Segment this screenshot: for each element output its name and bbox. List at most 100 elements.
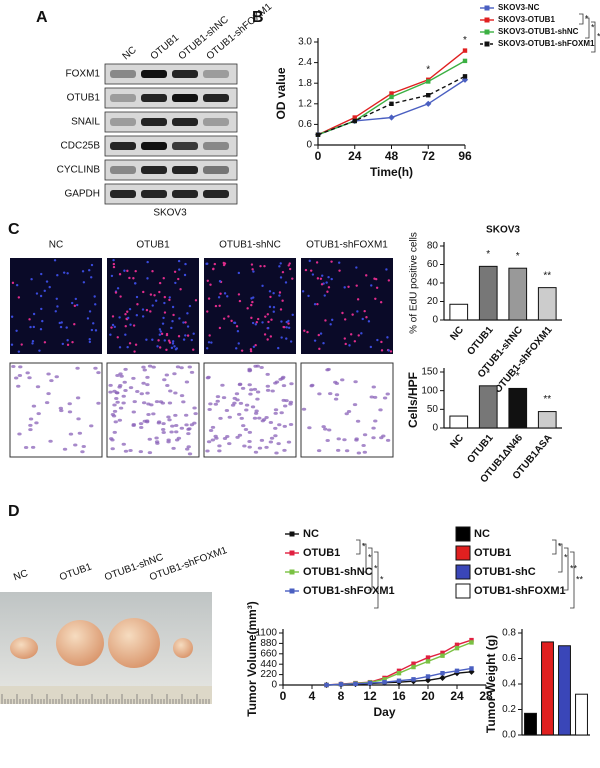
cell: [257, 416, 262, 420]
cell: [273, 408, 279, 412]
cell: [129, 323, 132, 326]
cell: [114, 397, 119, 401]
cell: [252, 296, 255, 299]
cell: [178, 317, 181, 320]
cell: [268, 290, 272, 293]
panel-label: B: [252, 9, 264, 26]
y-tick-label: 1.8: [298, 78, 312, 89]
cell: [10, 343, 14, 346]
cell: [361, 443, 366, 447]
cell: [17, 432, 22, 436]
cell: [134, 269, 137, 273]
bar: [541, 641, 554, 736]
cell: [326, 290, 329, 293]
legend-swatch: [455, 526, 471, 542]
cell: [189, 370, 195, 374]
cell: [48, 439, 53, 443]
cell: [279, 308, 283, 311]
cell: [174, 281, 177, 285]
significance: *: [564, 552, 568, 562]
cell: [267, 320, 270, 324]
cell: [128, 449, 133, 453]
cell: [348, 344, 351, 347]
cell: [88, 310, 92, 313]
cell: [226, 295, 229, 298]
cell: [261, 284, 264, 288]
cell: [128, 276, 131, 280]
cell: [287, 326, 291, 329]
cell: [251, 321, 255, 325]
cell: [110, 413, 116, 417]
cell: [215, 395, 221, 399]
cell: [207, 408, 212, 412]
cell: [108, 383, 113, 387]
legend-marker: [484, 5, 490, 11]
cell: [145, 338, 148, 341]
cell: [192, 348, 195, 351]
cell: [237, 293, 241, 296]
cell: [75, 366, 80, 370]
cell: [123, 449, 129, 453]
panel-label: C: [8, 221, 20, 238]
cell: [151, 304, 154, 307]
significance: *: [516, 371, 520, 382]
cell: [35, 385, 41, 389]
band: [141, 94, 167, 102]
cell: [356, 310, 359, 313]
cell: [206, 310, 209, 313]
cell: [151, 365, 156, 369]
cell: [96, 401, 101, 405]
cell: [274, 451, 279, 455]
cell: [250, 303, 253, 307]
cell: [90, 276, 93, 279]
cell: [31, 404, 37, 408]
significance: *: [426, 64, 430, 75]
x-tick-label: 48: [385, 149, 399, 163]
cell: [233, 321, 236, 324]
cell: [147, 437, 152, 441]
cell: [183, 413, 189, 417]
cell: [362, 450, 368, 454]
cell: [343, 286, 346, 289]
cell: [287, 322, 290, 325]
cell: [56, 274, 59, 277]
point: [425, 655, 431, 660]
bar: [478, 385, 498, 429]
cell: [133, 350, 136, 353]
blot-strip: [104, 183, 238, 205]
legend-swatch: [455, 545, 471, 561]
cell: [259, 365, 264, 369]
cell: [167, 339, 171, 342]
cell: [68, 432, 74, 436]
cell: [118, 372, 123, 376]
cell: [215, 399, 220, 403]
cell: [323, 294, 326, 297]
image-label: OTUB1-shFOXM1: [306, 240, 388, 251]
cell: [325, 438, 330, 442]
cell: [316, 449, 322, 453]
cell: [168, 341, 172, 344]
cell: [269, 295, 272, 299]
cell: [170, 326, 173, 330]
cell: [282, 424, 287, 428]
cell: [219, 292, 222, 295]
cell: [122, 380, 127, 384]
cell: [171, 319, 174, 323]
cell: [289, 340, 293, 343]
cell: [165, 333, 169, 337]
lane-label: OTUB1: [149, 32, 182, 62]
point: [440, 653, 445, 658]
cell: [142, 419, 147, 423]
cell: [90, 328, 94, 332]
band: [141, 190, 167, 198]
cell: [58, 321, 61, 325]
cell: [381, 434, 386, 438]
cell: [163, 311, 167, 314]
cell: [171, 342, 175, 345]
cell: [186, 334, 190, 337]
cell: [154, 436, 159, 440]
cell: [250, 316, 253, 320]
cell: [206, 262, 209, 265]
protein-label: FOXM1: [66, 69, 101, 80]
cell: [261, 321, 264, 324]
